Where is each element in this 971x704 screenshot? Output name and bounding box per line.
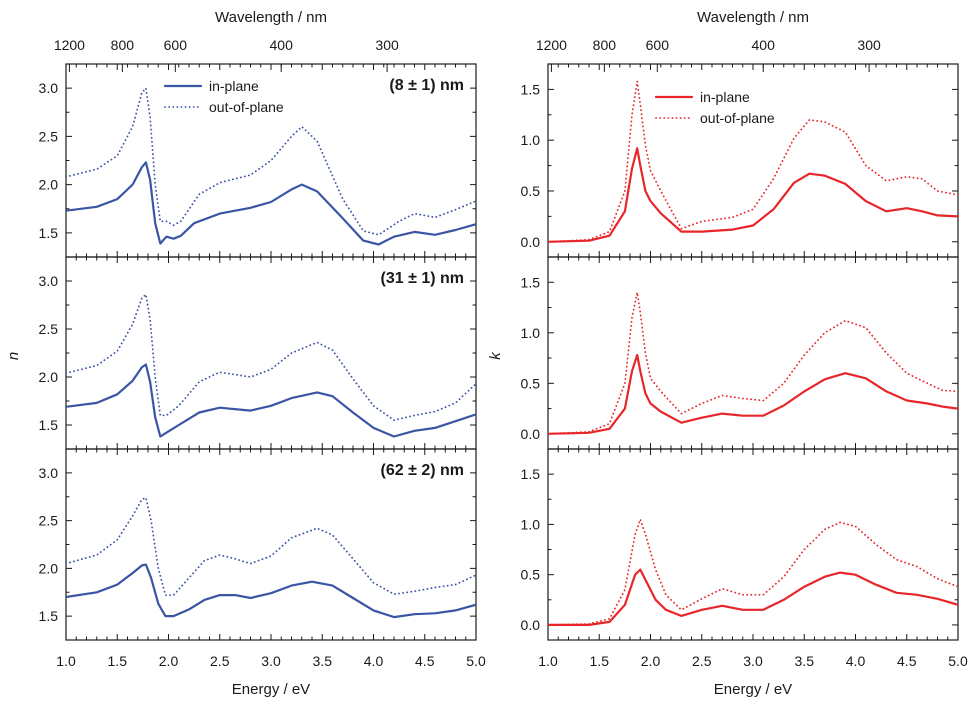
top-wavelength-label: 400 [752,37,776,53]
y-tick-label: 1.0 [521,325,541,341]
top-wavelength-label: 600 [164,37,188,53]
y-tick-label: 1.0 [521,132,541,148]
y-tick-label: 3.0 [39,80,59,96]
panel-k-3: 0.0 0.5 1.0 1.5 [521,448,959,641]
series-group [548,518,958,626]
y-tick-label: 1.5 [39,608,59,624]
y-tick-label: 2.5 [39,128,59,144]
y-tick-label: 1.5 [39,417,59,433]
x-tick-label: 2.0 [641,653,661,669]
x-tick-label: 2.5 [210,653,230,669]
y-tick-label: 0.5 [521,183,541,199]
y-tick-label: 0.0 [521,234,541,250]
x-axis-title: Energy / eV [714,681,792,698]
top-wavelength-label: 400 [270,37,294,53]
x-tick-label: 2.0 [159,653,179,669]
y-tick-label: 1.5 [39,225,59,241]
panel-thickness-label: (62 ± 2) nm [381,462,464,479]
x-axis-title: Energy / eV [232,681,310,698]
panel-n-3: 1.5 2.0 2.5 3.0 (62 ± 2) nm [39,448,477,641]
series-line-out-of-plane [66,496,476,596]
series-line-in-plane [548,147,958,243]
y-tick-label: 1.5 [521,274,541,290]
panel-thickness-label: (8 ± 1) nm [389,77,464,94]
top-wavelength-label: 300 [857,37,881,53]
x-tick-label: 1.5 [108,653,128,669]
column-n: 1.5 2.0 2.5 3.0 (8 ± 1) nm in-plane out-of-pla… [5,9,486,698]
top-wavelength-label: 600 [646,37,670,53]
legend-label: out-of-plane [700,110,775,126]
panel-k-2: 0.0 0.5 1.0 1.5 [521,256,959,450]
legend-label: out-of-plane [209,99,284,115]
series-line-in-plane [548,353,958,435]
series-line-out-of-plane [548,80,958,243]
y-tick-label: 2.0 [39,369,59,385]
x-tick-label: 3.5 [795,653,815,669]
top-wavelength-label: 300 [375,37,399,53]
series-line-out-of-plane [548,291,958,435]
y-tick-label: 1.0 [521,516,541,532]
panel-frame [547,63,959,258]
x-tick-label: 3.5 [313,653,333,669]
panel-n-2: 1.5 2.0 2.5 3.0 (31 ± 1) nm [39,256,477,450]
y-tick-label: 1.5 [521,81,541,97]
legend-label: in-plane [209,78,259,94]
legend: in-plane out-of-plane [654,89,775,126]
y-tick-label: 1.5 [521,466,541,482]
y-tick-label: 2.5 [39,513,59,529]
x-tick-label: 2.5 [692,653,712,669]
x-tick-label: 3.0 [743,653,763,669]
series-line-in-plane [548,568,958,626]
y-tick-label: 0.5 [521,375,541,391]
y-tick-label: 0.0 [521,617,541,633]
column-k: 0.0 0.5 1.0 1.5 in-plane out-of-plane 0.0 0.5 1.… [487,9,968,698]
x-tick-label: 1.0 [538,653,558,669]
x-tick-label: 4.5 [415,653,435,669]
y-tick-label: 2.0 [39,560,59,576]
series-group [548,80,958,243]
x-tick-label: 1.0 [56,653,76,669]
series-group [66,293,476,438]
series-group [66,87,476,246]
x-tick-label: 3.0 [261,653,281,669]
x-tick-label: 5.0 [948,653,968,669]
panel-k-1: 0.0 0.5 1.0 1.5 in-plane out-of-plane [521,63,959,258]
y-tick-label: 3.0 [39,273,59,289]
x-tick-label: 4.5 [897,653,917,669]
y-axis-title: n [5,352,22,360]
series-line-in-plane [66,161,476,246]
y-tick-label: 2.0 [39,177,59,193]
top-axis-title: Wavelength / nm [215,9,327,26]
legend: in-plane out-of-plane [163,78,284,115]
x-tick-label: 4.0 [846,653,866,669]
top-wavelength-label: 800 [111,37,135,53]
y-tick-label: 2.5 [39,321,59,337]
series-line-out-of-plane [66,87,476,236]
top-wavelength-label: 1200 [54,37,85,53]
y-tick-label: 3.0 [39,465,59,481]
panel-frame [547,448,959,641]
panel-thickness-label: (31 ± 1) nm [381,270,464,287]
series-line-out-of-plane [66,293,476,422]
x-tick-label: 1.5 [590,653,610,669]
top-wavelength-label: 1200 [536,37,567,53]
legend-label: in-plane [700,89,750,105]
top-axis-title: Wavelength / nm [697,9,809,26]
y-tick-label: 0.0 [521,426,541,442]
x-tick-label: 5.0 [466,653,486,669]
panel-frame [547,256,959,450]
x-tick-label: 4.0 [364,653,384,669]
series-line-in-plane [66,563,476,619]
series-group [548,291,958,435]
y-axis-title: k [487,351,504,360]
series-group [66,496,476,619]
y-tick-label: 0.5 [521,567,541,583]
top-wavelength-label: 800 [593,37,617,53]
panel-n-1: 1.5 2.0 2.5 3.0 (8 ± 1) nm in-plane out-of-pla… [39,63,477,258]
series-line-in-plane [66,363,476,438]
